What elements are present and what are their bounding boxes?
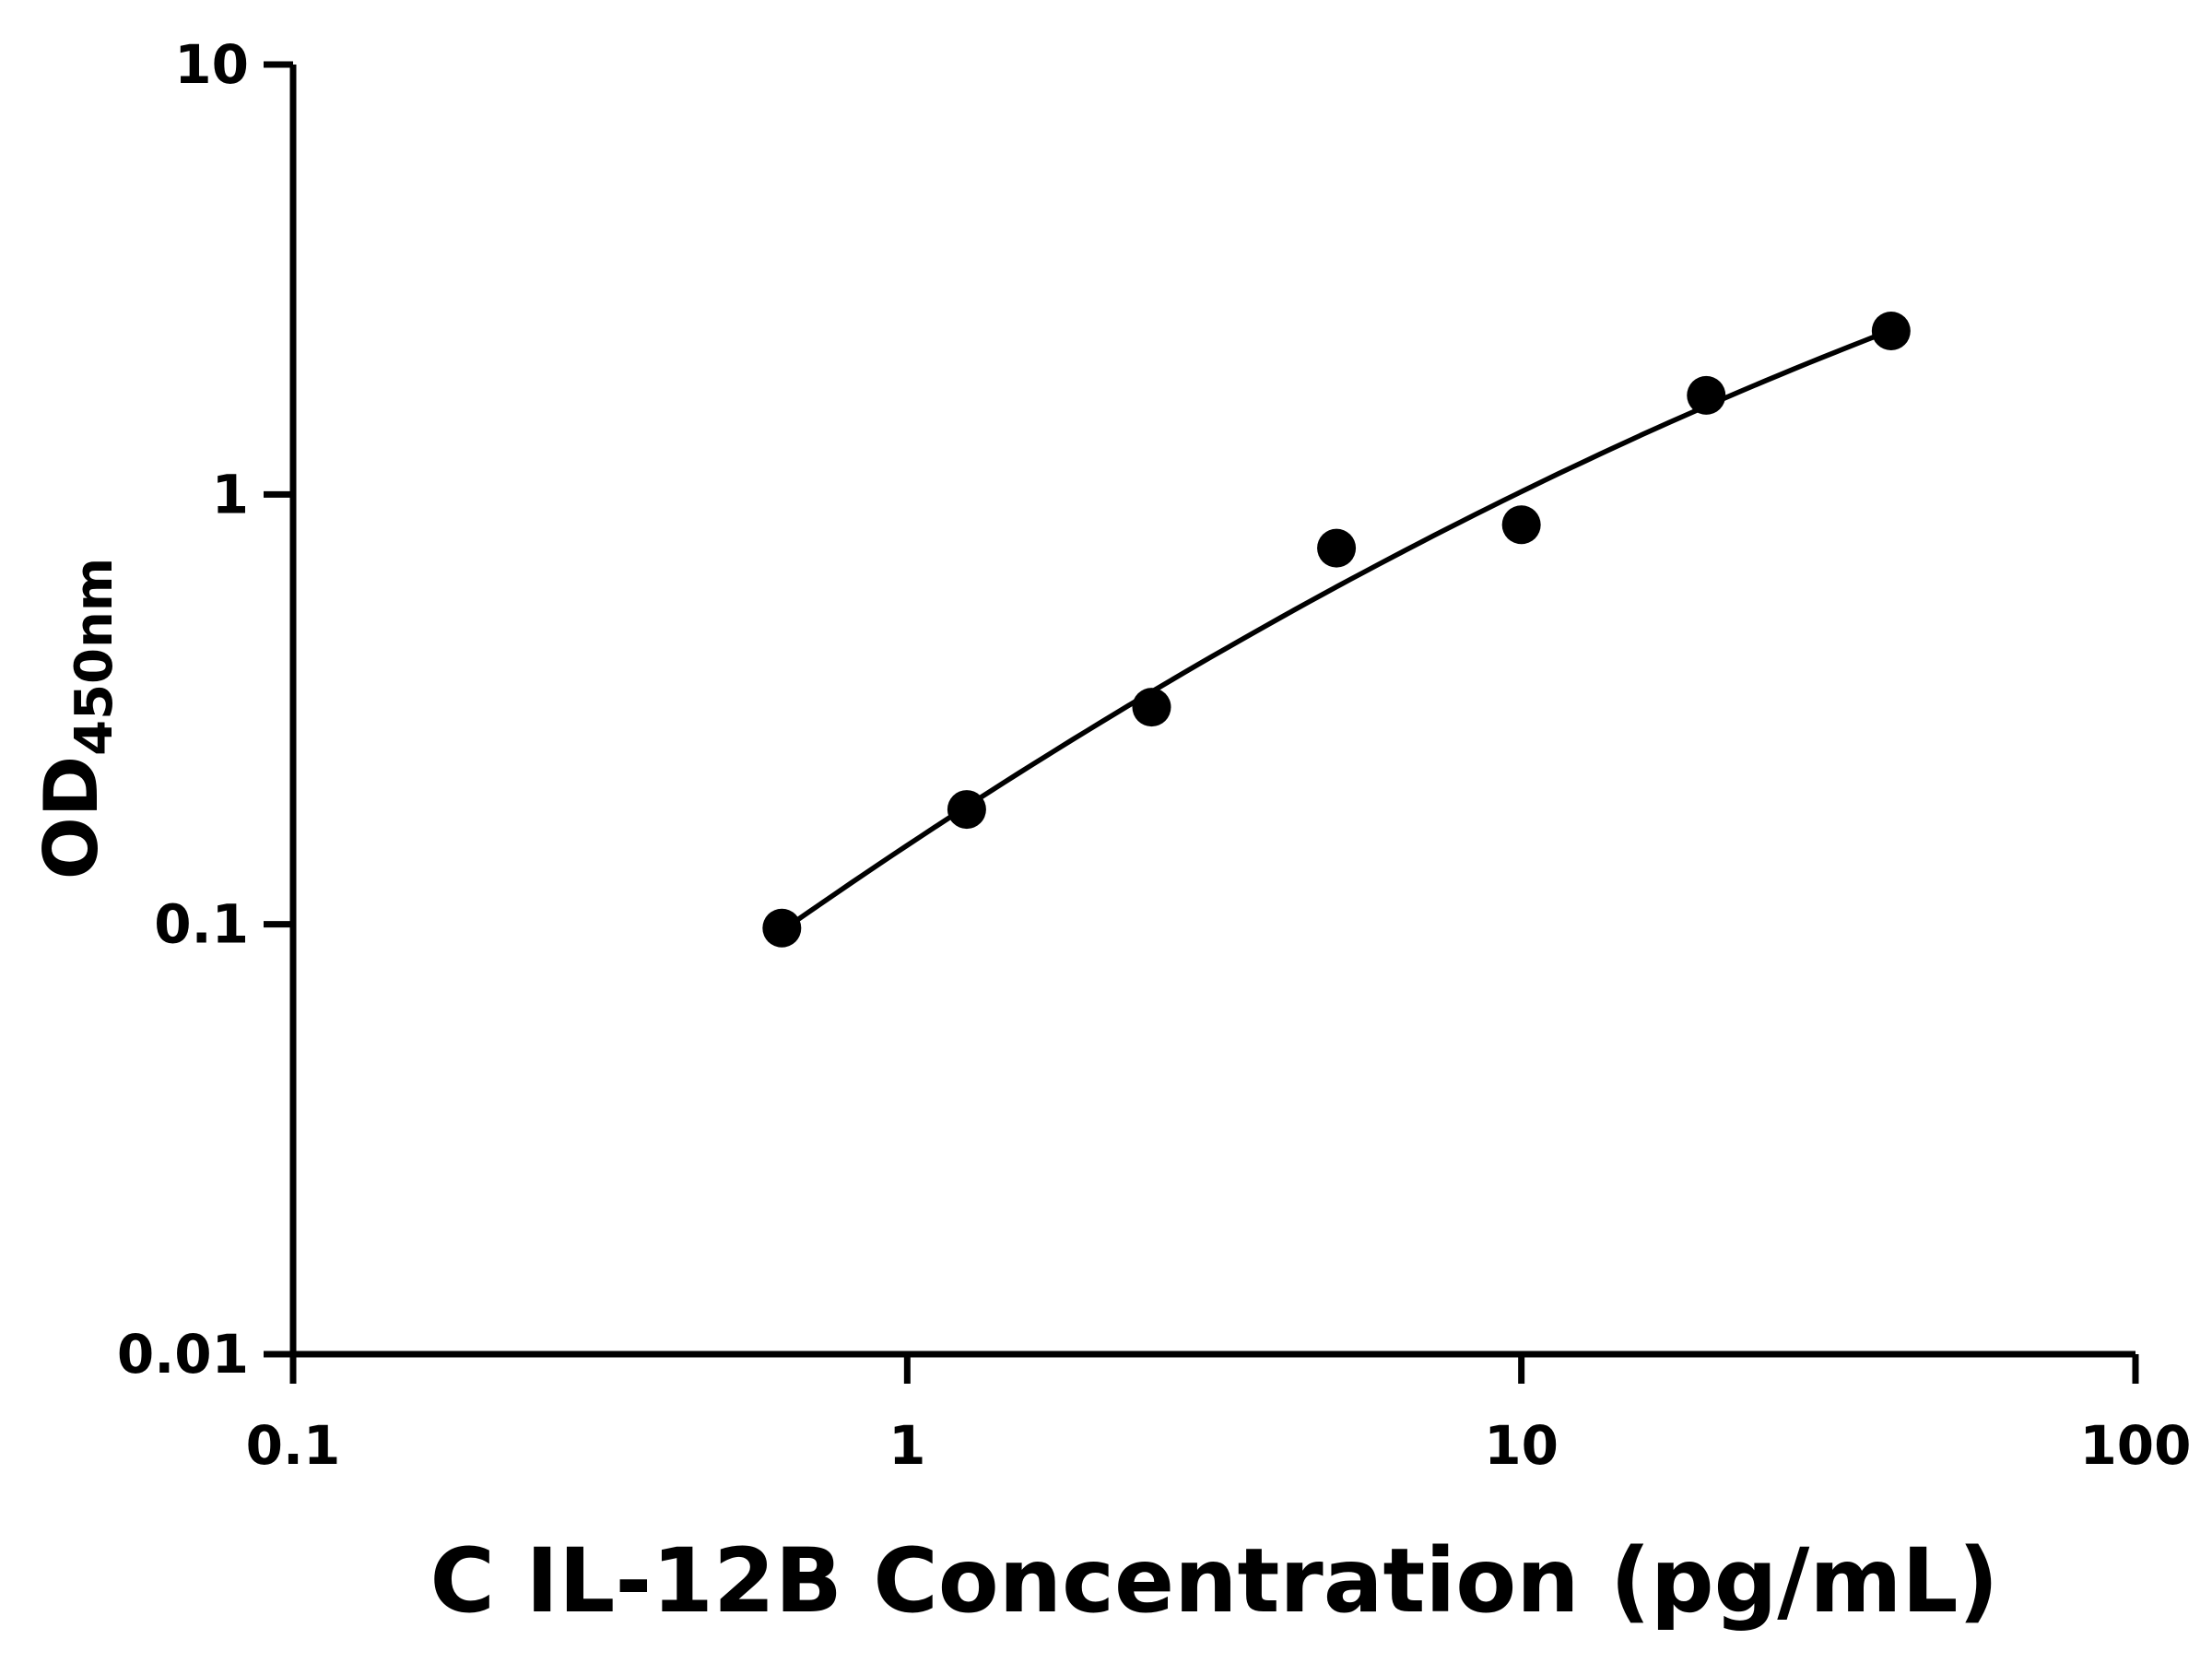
data-point <box>947 790 986 830</box>
x-axis-title: C IL-12B Concentration (pg/mL) <box>430 1529 1999 1633</box>
data-point <box>1687 375 1726 415</box>
data-point <box>1317 528 1357 568</box>
y-tick-label: 0.01 <box>117 1323 249 1386</box>
data-point <box>1132 688 1171 727</box>
y-axis-title: OD450nm <box>29 558 124 880</box>
fit-curve <box>780 327 1892 933</box>
x-tick-label: 10 <box>1484 1414 1559 1477</box>
axes-lines <box>289 65 2136 1358</box>
x-tick-label: 100 <box>2079 1414 2191 1477</box>
data-point <box>1871 312 1911 351</box>
y-tick-label: 1 <box>212 463 249 525</box>
data-point <box>1501 505 1541 545</box>
x-tick-label: 1 <box>888 1414 925 1477</box>
y-axis-title-subscript: 450nm <box>65 558 124 756</box>
x-tick-label: 0.1 <box>246 1414 341 1477</box>
data-point <box>762 908 802 948</box>
y-tick-label: 10 <box>174 33 249 96</box>
y-axis-title-main: OD <box>29 756 114 879</box>
y-tick-label: 0.1 <box>154 893 249 956</box>
